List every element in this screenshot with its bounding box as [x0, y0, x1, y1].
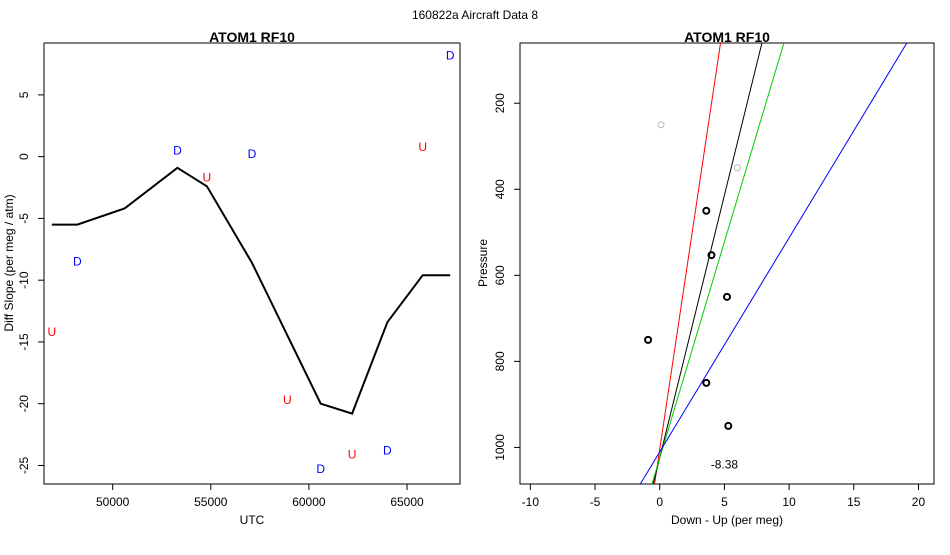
scatter-point	[723, 292, 731, 301]
left-annotation-down: D	[383, 444, 392, 458]
fit-line	[651, 43, 785, 484]
scatter-point	[702, 206, 711, 215]
right-x-tick-label: 10	[782, 495, 796, 509]
right-x-tick-label: 0	[656, 495, 663, 509]
right-y-axis: 200 400 600 800 1000	[493, 93, 520, 461]
scatter-point	[657, 121, 665, 129]
left-annotation-up: U	[283, 393, 292, 407]
scatter-point	[702, 378, 711, 387]
left-y-axis: 5 0 -5 -10 -15 -20 -25	[17, 91, 44, 474]
left-x-axis-label: UTC	[240, 513, 265, 527]
left-plot-frame	[43, 42, 461, 485]
left-annotation-down: D	[73, 255, 82, 269]
left-series-layer	[51, 166, 451, 415]
left-y-tick-label: -10	[17, 271, 31, 289]
right-y-tick-label: 200	[493, 93, 507, 113]
right-y-tick-label: 600	[493, 265, 507, 285]
right-chart-title: ATOM1 RF10	[684, 29, 770, 45]
right-points-layer	[644, 121, 741, 430]
right-y-tick-label: 400	[493, 179, 507, 199]
left-y-tick-label: 0	[17, 153, 31, 160]
left-annotation-up: U	[203, 171, 212, 185]
fit-line	[652, 43, 763, 484]
left-y-tick-label: -15	[17, 333, 31, 351]
right-panel: ATOM1 RF10 -10 -5 0 5 10 15 20 200 400 600 800 100…	[476, 29, 935, 527]
right-x-tick-label: 5	[721, 495, 728, 509]
left-y-tick-label: -20	[17, 395, 31, 413]
left-annotation-up: U	[48, 325, 57, 339]
slope-value-label: -8.38	[711, 458, 739, 472]
right-y-tick-label: 800	[493, 351, 507, 371]
left-annotation-down: D	[316, 462, 325, 476]
right-annotation-layer: -8.38	[711, 458, 739, 472]
left-annotation-up: U	[418, 140, 427, 154]
right-fit-lines-layer	[639, 43, 908, 484]
right-y-axis-label: Pressure	[476, 239, 490, 287]
right-x-axis-label: Down - Up (per meg)	[671, 513, 783, 527]
left-x-tick-label: 50000	[96, 495, 130, 509]
left-y-tick-label: -5	[17, 213, 31, 224]
fit-line	[639, 43, 908, 484]
left-y-tick-label: -25	[17, 456, 31, 474]
right-y-tick-label: 1000	[493, 434, 507, 461]
page-title: 160822a Aircraft Data 8	[412, 8, 538, 22]
left-y-tick-label: 5	[17, 91, 31, 98]
right-x-axis: -10 -5 0 5 10 15 20	[522, 484, 926, 509]
scatter-point	[724, 421, 733, 430]
left-x-tick-label: 65000	[390, 495, 424, 509]
left-panel: ATOM1 RF10 50000 55000 60000 65000 5 0 -5 -10 -…	[2, 29, 461, 527]
diff-slope-line	[51, 166, 451, 415]
right-plot-frame	[519, 42, 935, 485]
right-x-tick-label: -10	[522, 495, 540, 509]
left-chart-title: ATOM1 RF10	[209, 29, 295, 45]
left-annotation-up: U	[348, 447, 357, 461]
right-x-tick-label: 20	[912, 495, 926, 509]
scatter-point	[707, 251, 716, 260]
scatter-point	[733, 164, 741, 172]
left-annotation-layer: D U D D U D U U U D D	[48, 48, 455, 476]
scatter-point	[644, 335, 653, 344]
right-x-tick-label: 15	[847, 495, 861, 509]
right-x-tick-label: -5	[590, 495, 601, 509]
right-fit-lines	[639, 43, 908, 484]
left-x-tick-label: 60000	[292, 495, 326, 509]
left-x-axis: 50000 55000 60000 65000	[96, 484, 424, 509]
left-annotation-down: D	[446, 48, 455, 62]
left-x-tick-label: 55000	[194, 495, 228, 509]
left-y-axis-label: Diff Slope (per meg / atm)	[2, 194, 16, 331]
left-annotation-down: D	[173, 143, 182, 157]
fit-line	[654, 43, 722, 484]
left-annotation-down: D	[248, 147, 257, 161]
